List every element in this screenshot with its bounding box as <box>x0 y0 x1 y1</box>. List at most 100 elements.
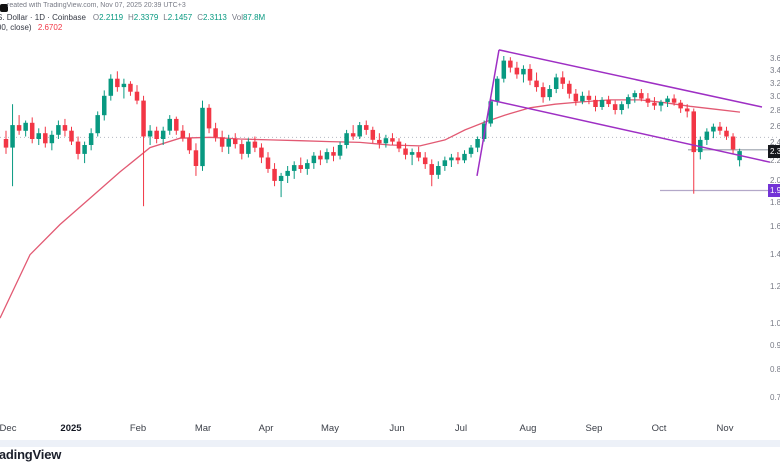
candle <box>462 150 467 164</box>
candle <box>586 90 592 105</box>
high-value: 2.3379 <box>133 13 159 22</box>
ma-legend[interactable]: MA (200, close) 2.6702 <box>0 23 300 34</box>
candle <box>29 117 35 144</box>
candle <box>246 138 251 158</box>
candle <box>468 145 474 158</box>
candle <box>436 161 441 179</box>
tradingview-logo-text: TradingView <box>0 447 62 462</box>
time-axis[interactable]: Dec 2025 Feb Mar Apr May Jun Jul Aug Sep Oct Nov <box>0 418 780 440</box>
open-label: O <box>92 13 100 22</box>
candle <box>49 130 55 151</box>
price-axis[interactable]: 3.6000 3.4000 3.2000 3.0000 2.8000 2.6000 2.40… <box>768 0 780 440</box>
candle <box>521 65 526 83</box>
close-value: 2.3113 <box>202 13 227 22</box>
candle <box>291 161 297 179</box>
candle <box>337 141 343 160</box>
candle <box>488 98 493 127</box>
candle <box>383 134 389 148</box>
candle <box>390 133 395 145</box>
candle <box>23 120 28 137</box>
candle <box>75 136 81 160</box>
candle <box>278 172 284 198</box>
candle <box>154 126 159 144</box>
candle <box>206 104 212 134</box>
candle <box>56 120 61 139</box>
candle <box>619 101 624 115</box>
candle <box>455 152 461 165</box>
price-tick-label: 1.2000 <box>770 281 780 291</box>
close-label: C <box>197 13 203 22</box>
candle <box>717 122 723 135</box>
time-axis-label-Sep: Sep <box>585 423 603 434</box>
candle <box>632 90 638 103</box>
candle <box>416 146 421 162</box>
candle <box>449 153 454 167</box>
candles-series <box>3 56 742 207</box>
time-axis-label-Dec: Dec <box>0 423 17 434</box>
candle <box>62 118 68 137</box>
low-value: 2.1457 <box>167 13 193 22</box>
candle <box>357 122 362 139</box>
high-label: H <box>128 13 134 22</box>
price-tick-label: 3.0000 <box>770 92 780 102</box>
candle <box>311 152 317 169</box>
candle <box>403 143 408 160</box>
price-tick-label: 2.2000 <box>770 156 780 166</box>
candle <box>10 104 15 187</box>
candle <box>331 146 336 162</box>
time-axis-label-Apr: Apr <box>258 423 274 434</box>
candle <box>639 89 644 102</box>
candle <box>547 85 552 101</box>
candle <box>200 100 205 171</box>
candle <box>102 90 107 121</box>
candle <box>233 133 238 149</box>
low-label: L <box>163 13 168 22</box>
tradingview-logo: TradingView <box>0 447 95 465</box>
candle <box>115 71 120 92</box>
candle <box>652 97 657 110</box>
open-value: 2.2119 <box>99 13 124 22</box>
candle <box>108 74 114 101</box>
candle <box>678 99 683 113</box>
candle <box>612 100 618 115</box>
candle <box>265 152 271 173</box>
candle <box>272 163 277 187</box>
price-tick-label: 2.6000 <box>770 121 780 131</box>
candle <box>324 148 330 164</box>
candle <box>318 150 323 166</box>
candle <box>711 123 716 139</box>
candle <box>187 133 192 154</box>
candle <box>567 80 572 99</box>
candle <box>442 156 448 171</box>
candle <box>684 104 690 118</box>
candle <box>573 89 579 106</box>
candle <box>540 82 546 103</box>
candle <box>658 99 664 112</box>
price-tick-label: 0.8000 <box>770 365 780 375</box>
candle <box>495 76 500 106</box>
ma-label: MA (200, close) <box>0 23 32 32</box>
candle <box>252 136 258 153</box>
candle <box>508 57 513 73</box>
candle <box>226 134 231 154</box>
candle <box>396 138 402 153</box>
candle <box>645 93 651 107</box>
candle <box>174 116 179 135</box>
time-axis-label-Aug: Aug <box>519 423 537 434</box>
candle <box>350 125 356 140</box>
price-tick-label: 0.9000 <box>770 341 780 350</box>
price-tick-label: 1.6000 <box>770 222 780 232</box>
candle <box>219 130 225 153</box>
candle <box>377 133 382 149</box>
trendline-drawings[interactable] <box>476 49 771 177</box>
price-tick-label: 2.4000 <box>770 138 780 148</box>
symbol-legend[interactable]: XRP / U.S. Dollar · 1D · Coinbase O2.2119… <box>0 13 420 24</box>
price-tick-label: 3.6000 <box>770 54 780 64</box>
candle <box>285 166 290 183</box>
price-tick-label: 2.8000 <box>770 106 780 116</box>
candle <box>167 115 172 135</box>
horizontal-rays[interactable] <box>660 149 780 192</box>
price-tick-label: 0.7000 <box>770 392 780 402</box>
candle <box>82 141 87 164</box>
